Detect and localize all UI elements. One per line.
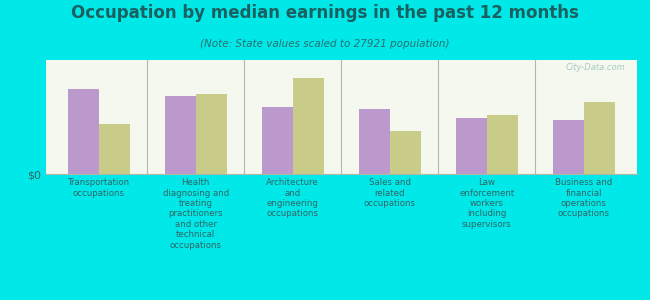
Bar bbox=[487, 116, 518, 174]
Bar bbox=[390, 130, 421, 174]
Bar bbox=[359, 109, 390, 174]
Bar bbox=[584, 102, 615, 174]
Text: Occupation by median earnings in the past 12 months: Occupation by median earnings in the pas… bbox=[71, 4, 579, 22]
Bar bbox=[552, 120, 584, 174]
Bar bbox=[68, 89, 99, 174]
Bar bbox=[292, 79, 324, 174]
Text: City-Data.com: City-Data.com bbox=[566, 63, 625, 72]
Bar bbox=[456, 118, 487, 174]
Bar bbox=[262, 107, 292, 174]
Bar bbox=[196, 94, 227, 174]
Bar bbox=[99, 124, 130, 174]
Bar bbox=[164, 96, 196, 174]
Text: (Note: State values scaled to 27921 population): (Note: State values scaled to 27921 popu… bbox=[200, 39, 450, 49]
